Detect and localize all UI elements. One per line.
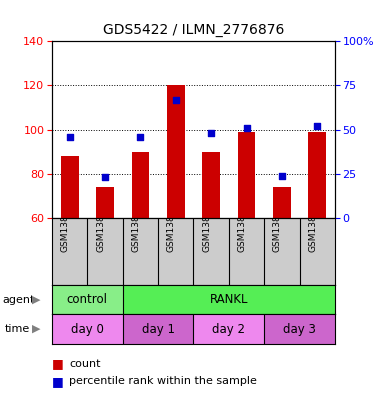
Text: percentile rank within the sample: percentile rank within the sample bbox=[69, 376, 257, 386]
Point bbox=[314, 123, 320, 129]
Text: GSM1387106: GSM1387106 bbox=[238, 191, 246, 252]
Text: GSM1387104: GSM1387104 bbox=[202, 191, 211, 252]
Bar bbox=[61, 156, 79, 218]
Text: ▶: ▶ bbox=[32, 295, 40, 305]
Text: count: count bbox=[69, 358, 101, 369]
Bar bbox=[193, 314, 264, 344]
Text: GSM1383260: GSM1383260 bbox=[61, 191, 70, 252]
Text: GSM1383262: GSM1383262 bbox=[96, 191, 105, 252]
Point bbox=[137, 134, 144, 140]
Text: GSM1383261: GSM1383261 bbox=[273, 191, 282, 252]
Text: GSM1383263: GSM1383263 bbox=[308, 191, 317, 252]
Text: day 2: day 2 bbox=[213, 323, 245, 336]
Bar bbox=[273, 187, 291, 218]
Bar bbox=[123, 285, 335, 314]
Text: GSM1387103: GSM1387103 bbox=[131, 191, 141, 252]
Point bbox=[208, 130, 214, 136]
Text: day 0: day 0 bbox=[71, 323, 104, 336]
Bar bbox=[238, 132, 255, 218]
Bar bbox=[264, 314, 335, 344]
Text: RANKL: RANKL bbox=[209, 293, 248, 306]
Bar bbox=[308, 132, 326, 218]
Point bbox=[243, 125, 249, 131]
Bar bbox=[167, 85, 185, 218]
Bar bbox=[96, 187, 114, 218]
Title: GDS5422 / ILMN_2776876: GDS5422 / ILMN_2776876 bbox=[103, 24, 284, 37]
Point bbox=[173, 96, 179, 103]
Text: ■: ■ bbox=[52, 375, 64, 388]
Text: control: control bbox=[67, 293, 108, 306]
Text: time: time bbox=[5, 324, 30, 334]
Point bbox=[102, 174, 108, 180]
Text: ■: ■ bbox=[52, 357, 64, 370]
Bar bbox=[52, 314, 123, 344]
Text: GSM1387105: GSM1387105 bbox=[167, 191, 176, 252]
Text: day 1: day 1 bbox=[142, 323, 174, 336]
Bar bbox=[132, 152, 149, 218]
Bar bbox=[202, 152, 220, 218]
Point bbox=[279, 173, 285, 179]
Bar bbox=[123, 314, 193, 344]
Bar bbox=[52, 285, 123, 314]
Point bbox=[67, 134, 73, 140]
Text: day 3: day 3 bbox=[283, 323, 316, 336]
Text: ▶: ▶ bbox=[32, 324, 40, 334]
Text: agent: agent bbox=[2, 295, 34, 305]
